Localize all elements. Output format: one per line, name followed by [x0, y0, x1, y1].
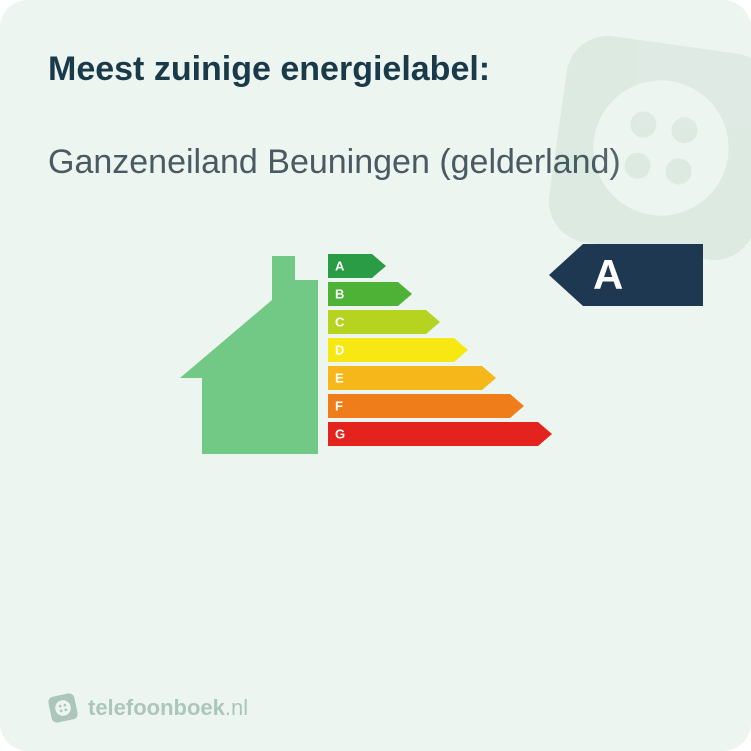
footer-brand: telefoonboek.nl [88, 695, 248, 721]
energy-bar-label: B [335, 286, 344, 301]
house-icon [180, 250, 320, 460]
footer-brand-name: telefoonboek [88, 695, 225, 720]
footer: telefoonboek.nl [48, 693, 248, 723]
energy-label-card: Meest zuinige energielabel: Ganzeneiland… [0, 0, 751, 751]
energy-bar-label: G [335, 426, 345, 441]
card-subtitle: Ganzeneiland Beuningen (gelderland) [48, 141, 703, 184]
energy-bar-label: F [335, 398, 343, 413]
energy-bar-label: D [335, 342, 344, 357]
selected-label-letter: A [583, 244, 703, 306]
selected-label-tag: A [549, 244, 703, 306]
card-title: Meest zuinige energielabel: [48, 50, 703, 89]
footer-logo-icon [45, 690, 81, 726]
tag-arrow-icon [549, 244, 583, 306]
energy-chart: ABCDEFG A [48, 244, 703, 504]
energy-bar-label: A [335, 258, 344, 273]
footer-brand-tld: .nl [225, 695, 248, 720]
energy-bar-label: E [335, 370, 344, 385]
energy-bar-label: C [335, 314, 344, 329]
